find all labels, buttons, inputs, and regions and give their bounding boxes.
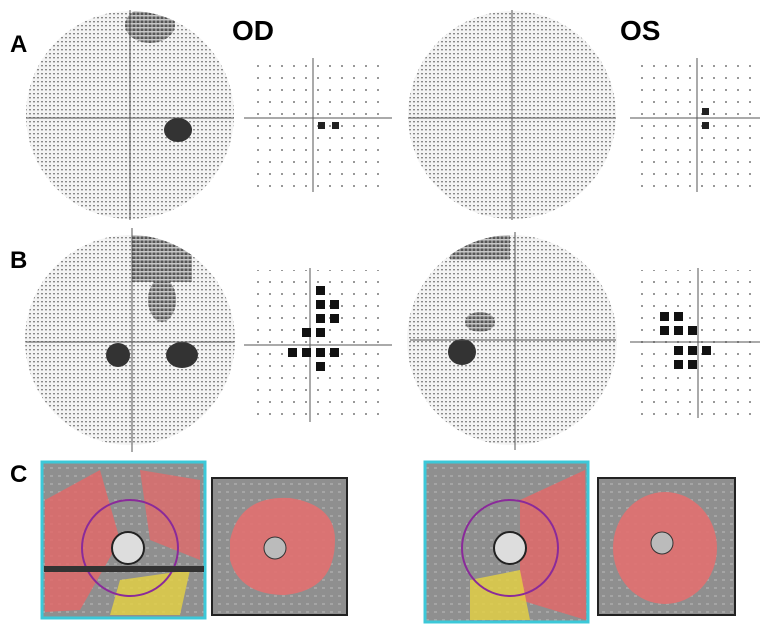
defect-points [660,312,711,369]
panel-label: A [10,31,27,58]
optic-disc-map [423,460,590,624]
macula-map [211,477,348,616]
panel-label: B [10,247,27,274]
grayscale-plot [408,11,616,219]
panel-label: C [10,461,27,488]
optic-disc-map [40,460,207,620]
eye-label: OS [620,15,660,46]
defect-points [288,286,339,371]
eye-label: OD [232,15,274,46]
deviation-plot [636,60,756,190]
grayscale-plot [25,235,235,445]
macula-map [597,477,736,616]
